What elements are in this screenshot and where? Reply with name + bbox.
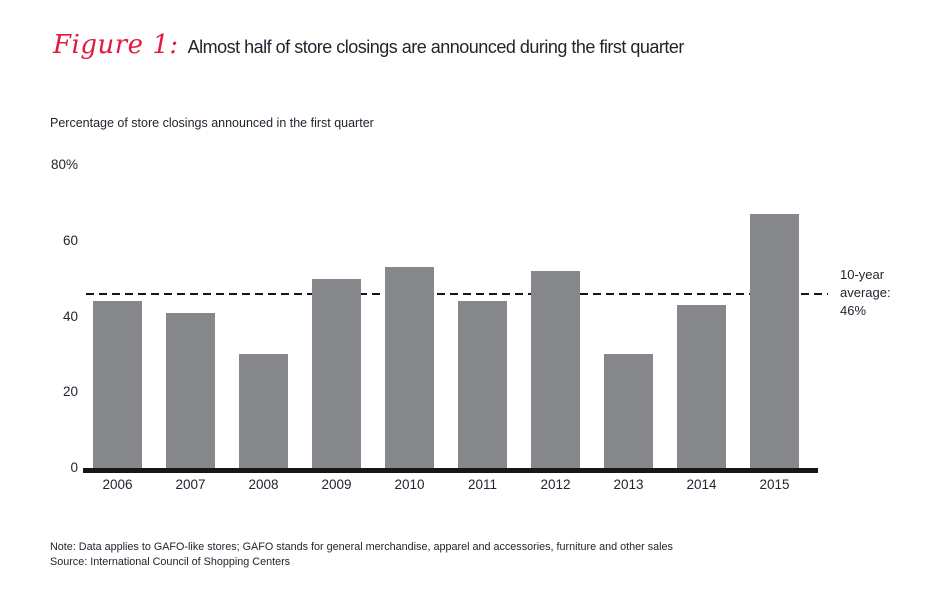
chart-subtitle: Percentage of store closings announced i… bbox=[50, 116, 374, 130]
y-axis-tick-label: 60 bbox=[62, 232, 78, 248]
x-axis-label: 2006 bbox=[102, 477, 133, 492]
annotation-line-2: average: bbox=[840, 285, 891, 300]
bar-2007 bbox=[166, 312, 215, 468]
x-axis-label: 2010 bbox=[394, 477, 425, 492]
figure-title: Almost half of store closings are announ… bbox=[187, 37, 685, 57]
x-axis-label: 2012 bbox=[540, 477, 571, 492]
average-dashed-line bbox=[86, 292, 828, 295]
average-annotation: 10-year average: 46% bbox=[840, 266, 891, 320]
bar-2011 bbox=[458, 301, 507, 468]
annotation-line-3: 46% bbox=[840, 303, 867, 318]
figure-label: Figure 1: bbox=[53, 30, 179, 60]
x-axis-label: 2014 bbox=[686, 477, 717, 492]
bar-2015 bbox=[750, 214, 799, 468]
chart-notes: Note: Data applies to GAFO-like stores; … bbox=[50, 540, 673, 570]
figure-title-row: Figure 1: Almost half of store closings a… bbox=[53, 30, 684, 60]
source-text: Source: International Council of Shoppin… bbox=[50, 556, 291, 568]
bar-2006 bbox=[93, 301, 142, 468]
bar-2014 bbox=[677, 305, 726, 468]
bar-2013 bbox=[604, 354, 653, 468]
x-axis-label: 2009 bbox=[321, 477, 352, 492]
x-axis-label: 2015 bbox=[759, 477, 790, 492]
bar-2008 bbox=[239, 354, 288, 468]
y-axis-tick-label: 40 bbox=[62, 308, 78, 324]
x-axis-label: 2007 bbox=[175, 477, 206, 492]
x-axis-label: 2011 bbox=[467, 477, 498, 492]
annotation-line-1: 10-year bbox=[840, 267, 885, 282]
note-text: Note: Data applies to GAFO-like stores; … bbox=[50, 541, 673, 553]
x-axis-line bbox=[83, 468, 818, 473]
y-axis-tick-label: 20 bbox=[62, 384, 78, 400]
y-axis-tick-label: 0 bbox=[70, 460, 78, 475]
y-axis-tick-label: 80% bbox=[50, 157, 78, 172]
bar-2009 bbox=[312, 278, 361, 468]
bar-2012 bbox=[531, 271, 580, 468]
bar-2010 bbox=[385, 267, 434, 468]
x-axis-label: 2013 bbox=[613, 477, 644, 492]
x-axis-label: 2008 bbox=[248, 477, 279, 492]
